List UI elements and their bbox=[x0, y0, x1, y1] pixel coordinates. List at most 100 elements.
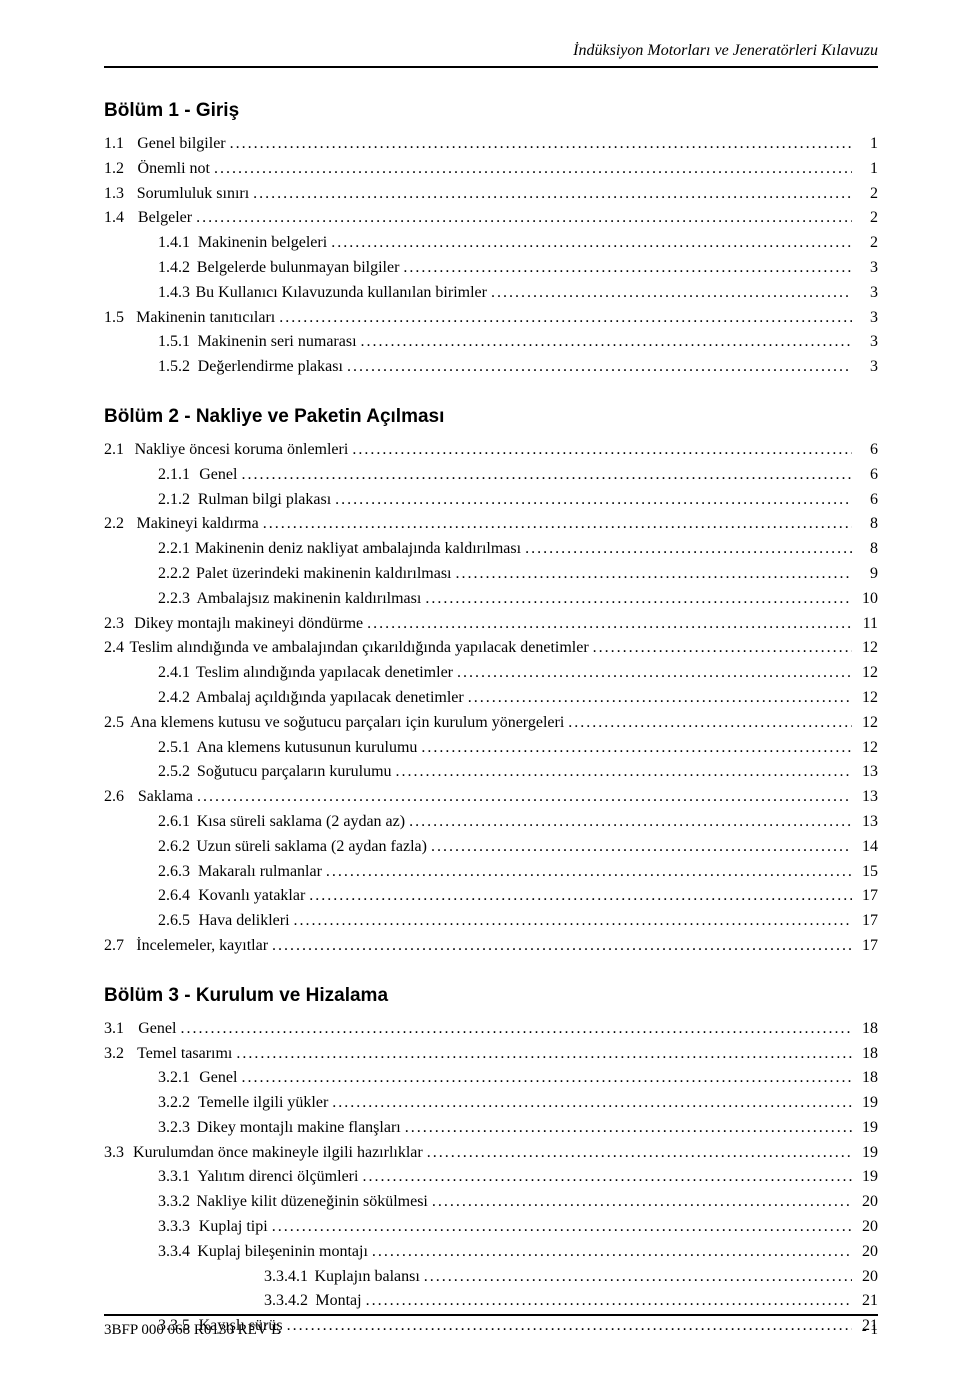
toc-entry: 3.3.4.2Montaj21 bbox=[104, 1289, 878, 1314]
toc-entry-page: 19 bbox=[856, 1165, 878, 1190]
toc-leader-dots bbox=[294, 909, 852, 934]
toc-entry-page: 12 bbox=[856, 686, 878, 711]
toc-entry-number: 1.4.1 bbox=[158, 231, 190, 256]
toc-entry-page: 3 bbox=[856, 330, 878, 355]
table-of-contents: Bölüm 1 - Giriş1.1Genel bilgiler11.2Önem… bbox=[104, 100, 878, 1339]
toc-entry: 1.1Genel bilgiler1 bbox=[104, 132, 878, 157]
toc-leader-dots bbox=[331, 231, 852, 256]
toc-entry-number: 2.5.2 bbox=[158, 760, 190, 785]
toc-entry: 2.6.1Kısa süreli saklama (2 aydan az)13 bbox=[104, 810, 878, 835]
toc-entry-number: 3.3.4.1 bbox=[264, 1265, 308, 1290]
toc-entry-number: 1.2 bbox=[104, 157, 124, 182]
toc-entry-text: Kuplaj tipi bbox=[199, 1215, 268, 1240]
toc-leader-dots bbox=[197, 785, 852, 810]
toc-entry-text: Teslim alındığında ve ambalajından çıkar… bbox=[130, 636, 589, 661]
toc-leader-dots bbox=[361, 330, 852, 355]
toc-entry-text: Belgeler bbox=[138, 206, 192, 231]
running-head: İndüksiyon Motorları ve Jeneratörleri Kı… bbox=[104, 42, 878, 60]
toc-entry-text: Dikey montajlı makine flanşları bbox=[197, 1116, 401, 1141]
toc-entry: 2.5.1Ana klemens kutusunun kurulumu12 bbox=[104, 736, 878, 761]
toc-entry-number: 2.6.4 bbox=[158, 884, 190, 909]
toc-entry-page: 18 bbox=[856, 1042, 878, 1067]
toc-leader-dots bbox=[431, 835, 852, 860]
toc-leader-dots bbox=[326, 860, 852, 885]
toc-leader-dots bbox=[403, 256, 852, 281]
toc-leader-dots bbox=[455, 562, 852, 587]
toc-entry-page: 13 bbox=[856, 810, 878, 835]
toc-entry: 2.6.3Makaralı rulmanlar15 bbox=[104, 860, 878, 885]
toc-entry-text: Kuplajın balansı bbox=[314, 1265, 419, 1290]
toc-entry: 2.4.2Ambalaj açıldığında yapılacak denet… bbox=[104, 686, 878, 711]
toc-leader-dots bbox=[236, 1042, 852, 1067]
toc-entry-page: 13 bbox=[856, 785, 878, 810]
toc-entry-number: 2.2.1 bbox=[158, 537, 190, 562]
toc-entry-page: 12 bbox=[856, 711, 878, 736]
toc-entry-number: 3.3.2 bbox=[158, 1190, 190, 1215]
toc-leader-dots bbox=[253, 182, 852, 207]
toc-entry: 1.5.1Makinenin seri numarası3 bbox=[104, 330, 878, 355]
toc-entry: 2.4 Teslim alındığında ve ambalajından çı… bbox=[104, 636, 878, 661]
toc-leader-dots bbox=[432, 1190, 852, 1215]
toc-entry-page: 20 bbox=[856, 1190, 878, 1215]
toc-entry-page: 18 bbox=[856, 1017, 878, 1042]
toc-leader-dots bbox=[424, 1265, 852, 1290]
toc-entry-number: 1.1 bbox=[104, 132, 124, 157]
toc-leader-dots bbox=[593, 636, 852, 661]
toc-entry: 3.3Kurulumdan önce makineyle ilgili hazı… bbox=[104, 1141, 878, 1166]
footer-doc-id: 3BFP 000 068 R0130 REV E bbox=[104, 1322, 280, 1339]
toc-entry-number: 3.2.1 bbox=[158, 1066, 190, 1091]
toc-leader-dots bbox=[332, 1091, 852, 1116]
toc-entry-number: 2.3 bbox=[104, 612, 124, 637]
toc-leader-dots bbox=[309, 884, 852, 909]
toc-entry: 3.2.2Temelle ilgili yükler19 bbox=[104, 1091, 878, 1116]
toc-entry-text: Değerlendirme plakası bbox=[198, 355, 343, 380]
toc-entry: 2.2.1Makinenin deniz nakliyat ambalajınd… bbox=[104, 537, 878, 562]
toc-entry: 2.4.1Teslim alındığında yapılacak deneti… bbox=[104, 661, 878, 686]
toc-leader-dots bbox=[352, 438, 852, 463]
toc-entry-text: Kuplaj bileşeninin montajı bbox=[197, 1240, 368, 1265]
toc-entry-number: 3.3.4.2 bbox=[264, 1289, 308, 1314]
toc-leader-dots bbox=[241, 463, 852, 488]
toc-leader-dots bbox=[241, 1066, 852, 1091]
page-footer: 3BFP 000 068 R0130 REV E - 1 bbox=[104, 1314, 878, 1339]
toc-entry: 1.3Sorumluluk sınırı2 bbox=[104, 182, 878, 207]
toc-entry: 2.2Makineyi kaldırma8 bbox=[104, 512, 878, 537]
toc-entry-page: 19 bbox=[856, 1141, 878, 1166]
toc-entry-page: 21 bbox=[856, 1289, 878, 1314]
toc-entry-page: 14 bbox=[856, 835, 878, 860]
toc-leader-dots bbox=[427, 1141, 852, 1166]
toc-section-title: Bölüm 1 - Giriş bbox=[104, 100, 878, 122]
toc-entry-text: Ambalajsız makinenin kaldırılması bbox=[196, 587, 421, 612]
toc-entry: 2.1Nakliye öncesi koruma önlemleri6 bbox=[104, 438, 878, 463]
toc-entry-number: 2.1.2 bbox=[158, 488, 190, 513]
toc-leader-dots bbox=[230, 132, 852, 157]
toc-leader-dots bbox=[335, 488, 852, 513]
toc-entry-page: 2 bbox=[856, 182, 878, 207]
toc-entry: 2.6Saklama13 bbox=[104, 785, 878, 810]
toc-entry-page: 2 bbox=[856, 231, 878, 256]
toc-entry: 3.1Genel18 bbox=[104, 1017, 878, 1042]
toc-entry-number: 2.4 bbox=[104, 636, 124, 661]
toc-entry-text: Makaralı rulmanlar bbox=[198, 860, 322, 885]
toc-entry: 2.2.3Ambalajsız makinenin kaldırılması10 bbox=[104, 587, 878, 612]
toc-entry-page: 15 bbox=[856, 860, 878, 885]
toc-entry-number: 3.2 bbox=[104, 1042, 124, 1067]
toc-entry-text: Soğutucu parçaların kurulumu bbox=[197, 760, 392, 785]
toc-entry-page: 13 bbox=[856, 760, 878, 785]
toc-leader-dots bbox=[421, 736, 852, 761]
toc-entry-page: 11 bbox=[856, 612, 878, 637]
toc-entry-text: İncelemeler, kayıtlar bbox=[136, 934, 268, 959]
toc-entry: 3.3.3Kuplaj tipi20 bbox=[104, 1215, 878, 1240]
toc-entry-text: Rulman bilgi plakası bbox=[198, 488, 331, 513]
toc-leader-dots bbox=[366, 1289, 852, 1314]
toc-entry-text: Kurulumdan önce makineyle ilgili hazırlı… bbox=[133, 1141, 423, 1166]
toc-entry-number: 2.6.2 bbox=[158, 835, 190, 860]
toc-entry-page: 12 bbox=[856, 661, 878, 686]
toc-entry-text: Yalıtım direnci ölçümleri bbox=[197, 1165, 358, 1190]
toc-entry-text: Kovanlı yataklar bbox=[198, 884, 305, 909]
toc-entry-number: 2.4.1 bbox=[158, 661, 190, 686]
toc-entry: 1.5.2Değerlendirme plakası3 bbox=[104, 355, 878, 380]
toc-entry-page: 3 bbox=[856, 355, 878, 380]
toc-entry-number: 2.5 bbox=[104, 711, 124, 736]
toc-entry-page: 20 bbox=[856, 1265, 878, 1290]
